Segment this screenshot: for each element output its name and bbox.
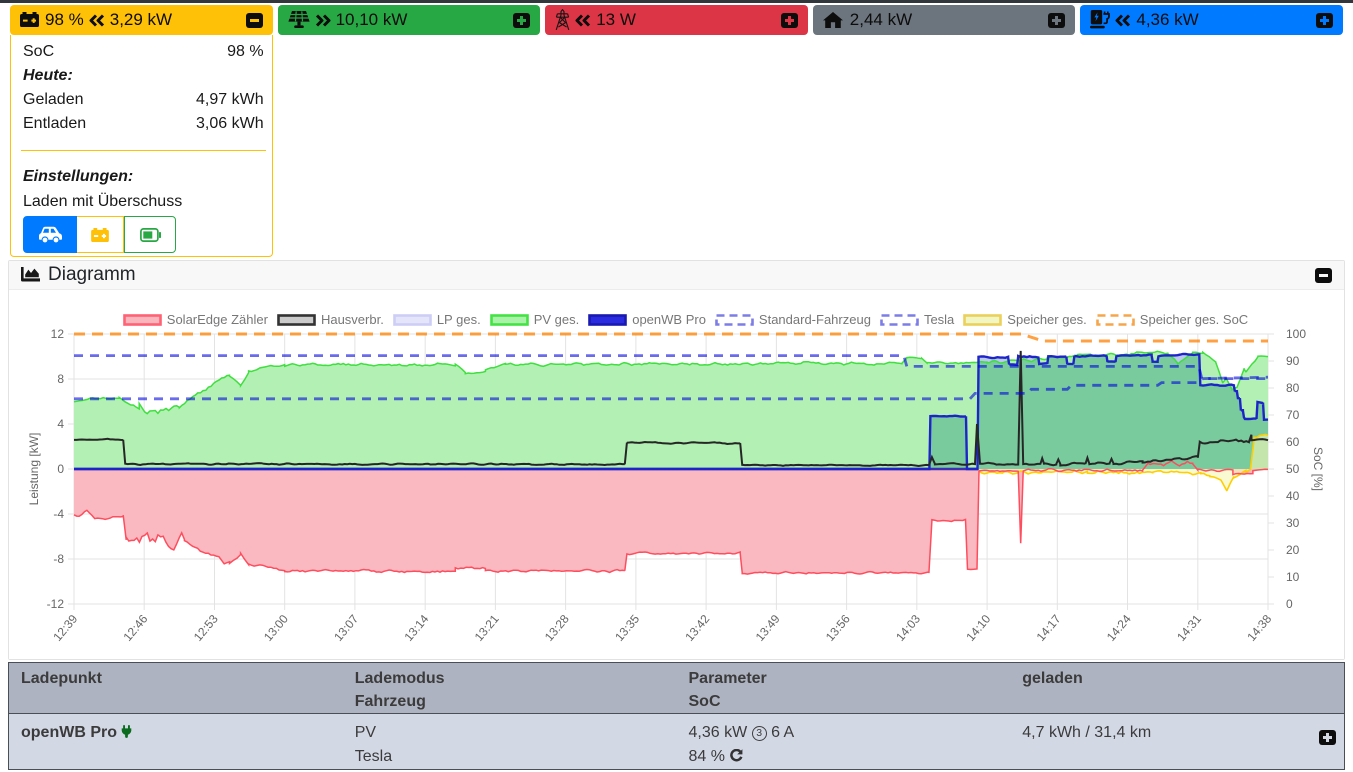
svg-text:30: 30 xyxy=(1286,516,1300,530)
svg-text:10: 10 xyxy=(1286,570,1300,584)
svg-text:13:07: 13:07 xyxy=(331,612,361,644)
svg-text:14:03: 14:03 xyxy=(893,612,923,644)
svg-text:-8: -8 xyxy=(53,552,64,566)
svg-text:13:56: 13:56 xyxy=(823,612,853,644)
svg-text:0: 0 xyxy=(1286,597,1293,611)
svg-text:13:00: 13:00 xyxy=(261,612,291,644)
svg-text:20: 20 xyxy=(1286,543,1300,557)
svg-text:70: 70 xyxy=(1286,408,1300,422)
svg-text:13:42: 13:42 xyxy=(682,612,712,644)
svg-text:60: 60 xyxy=(1286,435,1300,449)
svg-text:12: 12 xyxy=(51,327,65,341)
svg-text:12:53: 12:53 xyxy=(191,612,221,644)
svg-text:90: 90 xyxy=(1286,354,1300,368)
svg-text:8: 8 xyxy=(57,372,64,386)
svg-text:14:24: 14:24 xyxy=(1104,612,1134,644)
svg-text:40: 40 xyxy=(1286,489,1300,503)
svg-text:12:46: 12:46 xyxy=(120,612,150,644)
svg-text:14:17: 14:17 xyxy=(1034,612,1064,644)
svg-text:4: 4 xyxy=(57,417,64,431)
svg-text:13:21: 13:21 xyxy=(472,612,502,644)
svg-text:0: 0 xyxy=(57,462,64,476)
svg-text:14:31: 14:31 xyxy=(1174,612,1204,644)
svg-text:100: 100 xyxy=(1286,327,1306,341)
svg-text:13:35: 13:35 xyxy=(612,612,642,644)
svg-text:Leistung [kW]: Leistung [kW] xyxy=(27,433,41,506)
svg-text:13:28: 13:28 xyxy=(542,612,572,644)
svg-text:-12: -12 xyxy=(47,597,65,611)
svg-text:50: 50 xyxy=(1286,462,1300,476)
svg-text:SoC [%]: SoC [%] xyxy=(1311,447,1325,491)
svg-text:13:14: 13:14 xyxy=(401,612,431,644)
svg-text:-4: -4 xyxy=(53,507,64,521)
svg-text:14:38: 14:38 xyxy=(1244,612,1274,644)
svg-text:13:49: 13:49 xyxy=(753,612,783,644)
svg-text:80: 80 xyxy=(1286,381,1300,395)
svg-text:14:10: 14:10 xyxy=(963,612,993,644)
svg-text:12:39: 12:39 xyxy=(50,612,80,644)
